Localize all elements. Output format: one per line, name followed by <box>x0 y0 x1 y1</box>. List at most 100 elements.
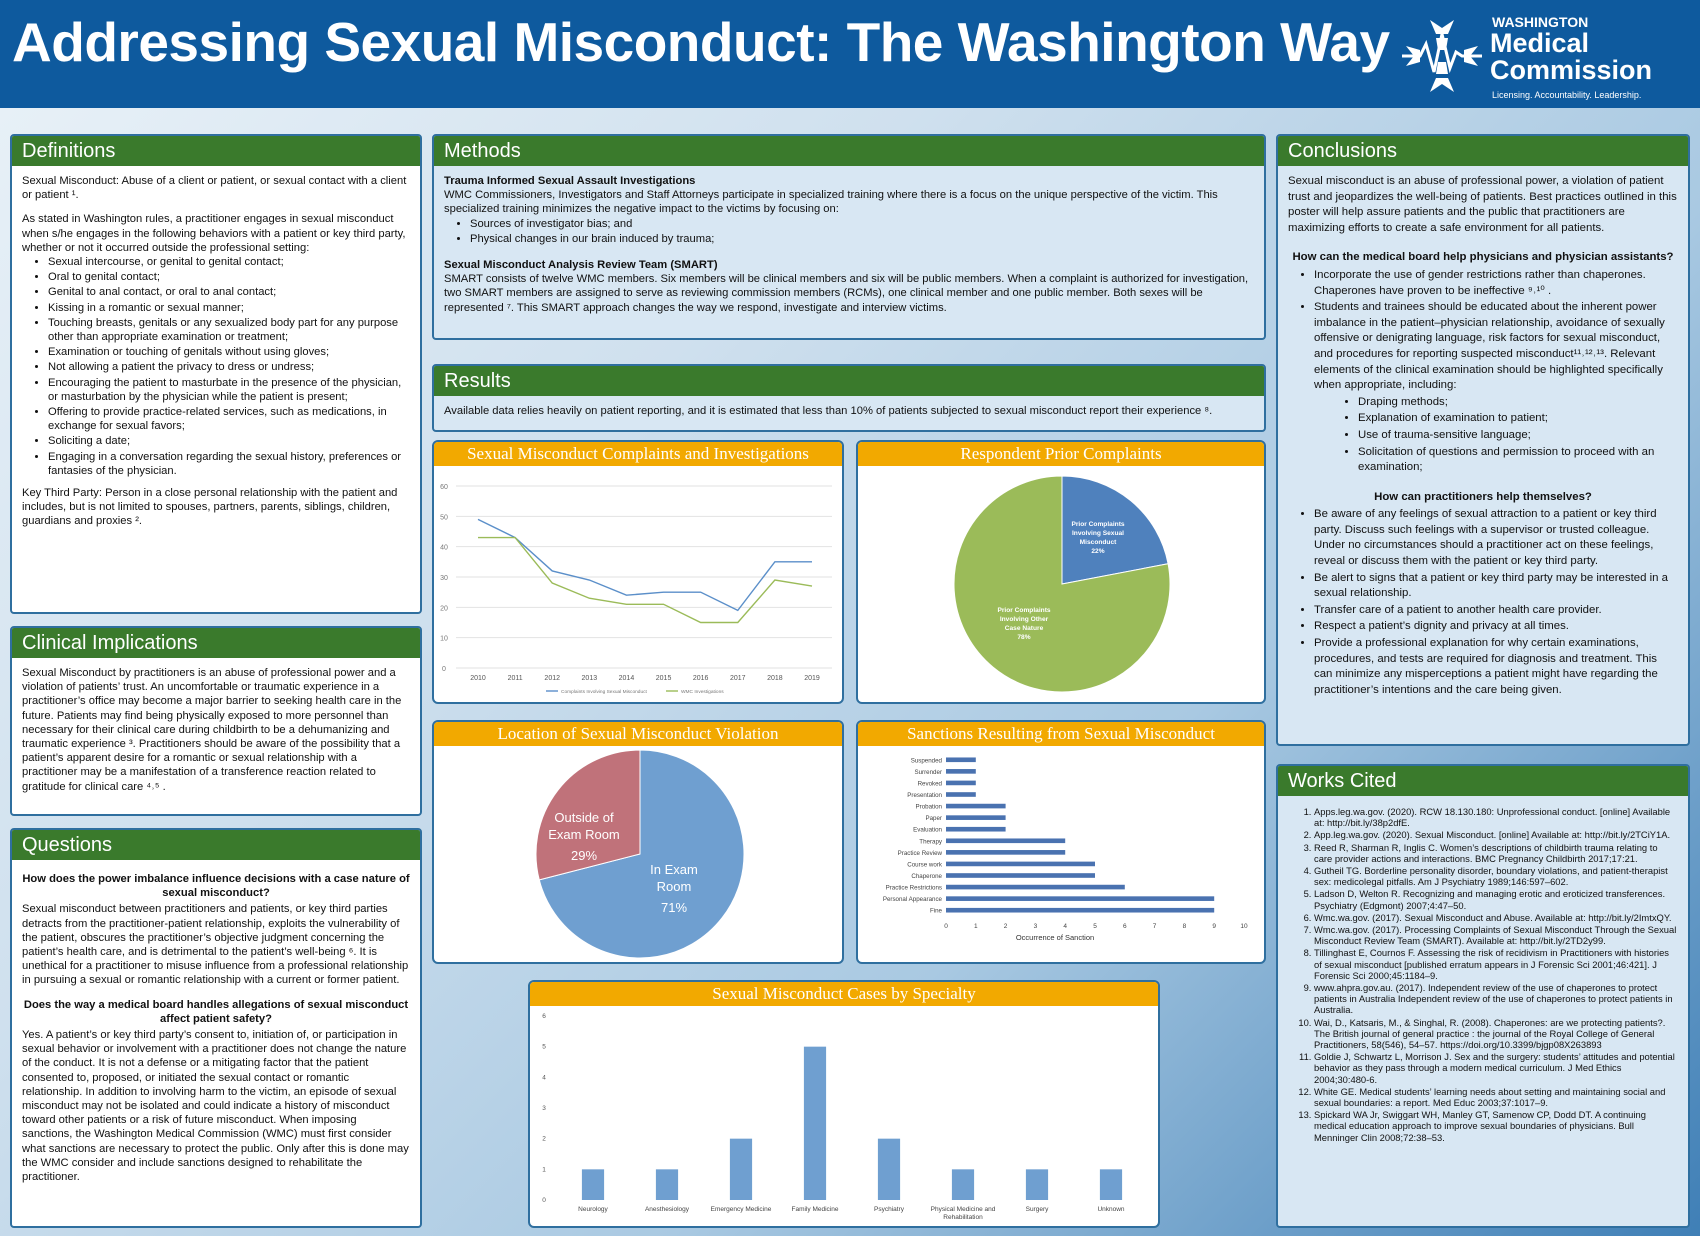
citation-item: Spickard WA Jr, Swiggart WH, Manley GT, … <box>1314 1109 1678 1143</box>
y-tick-label: 60 <box>440 484 448 491</box>
pie-percent: 78% <box>1017 634 1030 641</box>
specialty-bar <box>1099 1169 1123 1200</box>
citation-item: Wmc.wa.gov. (2017). Processing Complaint… <box>1314 924 1678 946</box>
pie-percent: 29% <box>571 848 597 863</box>
category-label: Suspended <box>911 757 943 764</box>
pie-label: In Exam Room <box>650 862 698 894</box>
x-tick-label: 2011 <box>508 675 523 682</box>
conclusions-title: Conclusions <box>1278 136 1688 166</box>
legend-label: WMC Investigations <box>681 689 724 695</box>
definitions-title: Definitions <box>12 136 420 166</box>
clinical-panel: Clinical Implications Sexual Misconduct … <box>10 626 422 816</box>
answer-2: Yes. A patient’s or key third party’s co… <box>22 1029 409 1184</box>
questions-panel: Questions How does the power imbalance i… <box>10 828 422 1228</box>
x-tick-label: 2014 <box>619 675 635 682</box>
clinical-text: Sexual Misconduct by practitioners is an… <box>22 667 402 793</box>
x-tick-label: 2010 <box>470 675 486 682</box>
y-tick-label: 5 <box>542 1044 546 1051</box>
works-title: Works Cited <box>1278 766 1688 796</box>
methods-item: Physical changes in our brain induced by… <box>470 232 1254 246</box>
citation-item: Gutheil TG. Borderline personality disor… <box>1314 865 1678 887</box>
pie-label: Prior Complaints Involving Other Case Natu… <box>997 607 1050 632</box>
definitions-body: Sexual Misconduct: Abuse of a client or … <box>12 166 420 547</box>
x-tick-label: 2018 <box>767 675 783 682</box>
citation-item: White GE. Medical students’ learning nee… <box>1314 1086 1678 1108</box>
conclusion-item: Be alert to signs that a patient or key … <box>1314 571 1678 602</box>
sanction-bar <box>946 884 1125 890</box>
sanction-bar <box>946 907 1215 913</box>
definition-item: Offering to provide practice-related ser… <box>48 405 410 433</box>
conclusions-body: Sexual misconduct is an abuse of profess… <box>1278 166 1688 714</box>
logo-state: WASHINGTON <box>1492 14 1589 30</box>
x-tick-label: 10 <box>1240 923 1248 930</box>
series-line <box>478 536 813 624</box>
specialty-bar <box>1025 1169 1049 1200</box>
category-label: Personal Appearance <box>883 896 943 903</box>
methods-heading-2: Sexual Misconduct Analysis Review Team (… <box>444 259 718 272</box>
questions-body: How does the power imbalance influence d… <box>12 860 420 1202</box>
methods-item: Sources of investigator bias; and <box>470 217 1254 231</box>
methods-title: Methods <box>434 136 1264 166</box>
clinical-body: Sexual Misconduct by practitioners is an… <box>12 658 420 812</box>
definition-item: Kissing in a romantic or sexual manner; <box>48 301 410 315</box>
works-list: Apps.leg.wa.gov. (2020). RCW 18.130.180:… <box>1314 806 1678 1143</box>
definition-item: Oral to genital contact; <box>48 270 410 284</box>
definition-item: Examination or touching of genitals with… <box>48 345 410 359</box>
methods-body: Trauma Informed Sexual Assault Investiga… <box>434 166 1264 333</box>
citation-item: Wmc.wa.gov. (2017). Sexual Misconduct an… <box>1314 912 1678 923</box>
category-label: Anesthesiology <box>645 1206 690 1213</box>
logo-commission: Commission <box>1490 55 1653 85</box>
specialty-bar <box>729 1138 753 1200</box>
category-label: Practice Review <box>898 850 943 857</box>
prior-pie-chart: Prior Complaints Involving Sexual Miscondu… <box>953 475 1171 693</box>
definition-item: Not allowing a patient the privacy to dr… <box>48 360 410 374</box>
conclusions-panel: Conclusions Sexual misconduct is an abus… <box>1276 134 1690 746</box>
citation-item: www.ahpra.gov.au. (2017). Independent re… <box>1314 982 1678 1016</box>
x-tick-label: 2013 <box>582 675 598 682</box>
questions-title: Questions <box>12 830 420 860</box>
conclusions-list-1: Incorporate the use of gender restrictio… <box>1314 268 1678 394</box>
x-tick-label: 2016 <box>693 675 709 682</box>
conclusion-subitem: Draping methods; <box>1358 395 1678 411</box>
conclusions-p1: Sexual misconduct is an abuse of profess… <box>1288 175 1677 234</box>
complaints-chart-title: Sexual Misconduct Complaints and Investi… <box>434 442 842 466</box>
works-panel: Works Cited Apps.leg.wa.gov. (2020). RCW… <box>1276 764 1690 1228</box>
question-1: How does the power imbalance influence d… <box>22 873 410 900</box>
x-tick-label: 6 <box>1123 923 1127 930</box>
results-body: Available data relies heavily on patient… <box>434 396 1264 430</box>
citation-item: App.leg.wa.gov. (2020). Sexual Misconduc… <box>1314 829 1678 840</box>
sanction-bar <box>946 850 1066 855</box>
legend-label: Complaints Involving Sexual Misconduct <box>561 689 648 695</box>
y-tick-label: 40 <box>440 545 448 552</box>
poster-header: Addressing Sexual Misconduct: The Washin… <box>0 0 1700 108</box>
conclusion-item: Transfer care of a patient to another he… <box>1314 603 1678 619</box>
sanctions-chart-panel: Sanctions Resulting from Sexual Miscondu… <box>856 720 1266 964</box>
conclusions-list-2: Be aware of any feelings of sexual attra… <box>1314 507 1678 698</box>
x-tick-label: 4 <box>1063 923 1067 930</box>
citation-item: Apps.leg.wa.gov. (2020). RCW 18.130.180:… <box>1314 806 1678 828</box>
x-tick-label: 0 <box>944 923 948 930</box>
complaints-chart-panel: Sexual Misconduct Complaints and Investi… <box>432 440 844 704</box>
category-label: Evaluation <box>913 827 942 834</box>
definitions-p3: Key Third Party: Person in a close perso… <box>22 487 398 528</box>
logo-tagline: Licensing. Accountability. Leadership. <box>1492 90 1642 100</box>
works-body: Apps.leg.wa.gov. (2020). RCW 18.130.180:… <box>1278 796 1688 1152</box>
x-tick-label: 8 <box>1183 923 1187 930</box>
definition-item: Genital to anal contact, or oral to anal… <box>48 285 410 299</box>
x-tick-label: 2015 <box>656 675 672 682</box>
conclusion-subitem: Solicitation of questions and permission… <box>1358 445 1678 476</box>
results-text: Available data relies heavily on patient… <box>444 405 1213 417</box>
specialty-bar <box>655 1169 679 1200</box>
specialty-bar <box>877 1138 901 1200</box>
category-label: Emergency Medicine <box>711 1206 772 1213</box>
wmc-logo: WASHINGTON Medical Commission Licensing.… <box>1402 10 1692 102</box>
category-label: Family Medicine <box>792 1206 839 1213</box>
conclusion-item: Provide a professional explanation for w… <box>1314 636 1678 698</box>
y-tick-label: 0 <box>542 1197 546 1204</box>
pie-slice <box>953 475 1171 693</box>
definition-item: Sexual intercourse, or genital to genita… <box>48 255 410 269</box>
question-2: Does the way a medical board handles all… <box>23 998 409 1025</box>
category-label: Psychiatry <box>874 1206 905 1213</box>
specialty-bar <box>951 1169 975 1200</box>
complaints-line-chart: 0 10 20 30 40 50 60 2010 2011 2012 2013 2014 2015 201… <box>440 484 832 695</box>
